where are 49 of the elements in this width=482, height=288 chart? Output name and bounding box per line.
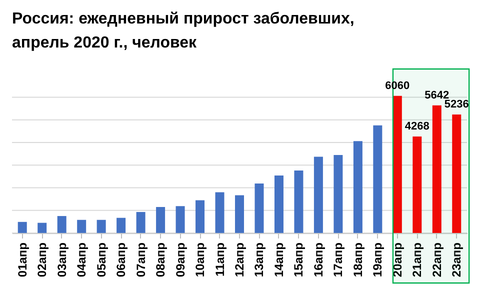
bar <box>314 156 323 233</box>
bar <box>116 218 126 233</box>
x-tick-label: 22апр <box>430 242 444 278</box>
x-tick-label: 06апр <box>114 242 128 278</box>
bar <box>294 170 304 233</box>
bar <box>57 216 66 233</box>
bar <box>215 192 224 233</box>
bar <box>373 125 382 233</box>
bar <box>38 222 47 233</box>
chart-title: Россия: ежедневный прирост заболевших, апрель 2020 г., человек <box>12 10 354 52</box>
x-tick-label: 18апр <box>350 242 365 278</box>
x-tick-label: 15апр <box>292 242 306 278</box>
data-label: 4268 <box>404 120 430 132</box>
x-tick-label: 05апр <box>94 242 108 278</box>
bar <box>18 222 27 233</box>
x-tick-label: 23апр <box>450 242 464 278</box>
x-tick-label: 03апр <box>54 242 69 278</box>
bar <box>96 220 106 233</box>
x-tick-label: 10апр <box>193 242 208 278</box>
x-tick-label: 09апр <box>173 242 188 278</box>
x-tick-label: 11апр <box>212 242 227 276</box>
x-tick-label: 12апр <box>232 242 246 278</box>
x-tick-label: 08апр <box>154 242 168 278</box>
x-tick-label: 19апр <box>370 242 385 278</box>
x-tick-label: 14апр <box>272 242 286 278</box>
bar <box>235 195 244 233</box>
bar <box>412 136 422 233</box>
bar <box>353 141 362 233</box>
bar <box>196 200 205 233</box>
bar <box>176 206 185 233</box>
data-label: 5236 <box>444 98 469 111</box>
bar <box>334 154 343 233</box>
bar <box>392 96 402 233</box>
x-tick-label: 17апр <box>331 242 346 278</box>
bar <box>136 212 146 233</box>
x-tick-label: 20апр <box>390 242 404 278</box>
bar <box>77 220 86 233</box>
bar <box>452 114 462 233</box>
bar <box>432 105 442 233</box>
x-tick-label: 02апр <box>35 242 50 278</box>
x-tick-label: 01апр <box>15 242 30 278</box>
x-tick-label: 13апр <box>252 242 266 278</box>
x-tick-label: 07апр <box>134 242 148 278</box>
bar <box>254 183 264 233</box>
x-tick-label: 16апр <box>311 242 326 278</box>
x-tick-label: 21апр <box>410 242 424 278</box>
x-tick-label: 04апр <box>74 242 89 278</box>
bar <box>274 176 284 233</box>
bar <box>156 206 166 233</box>
